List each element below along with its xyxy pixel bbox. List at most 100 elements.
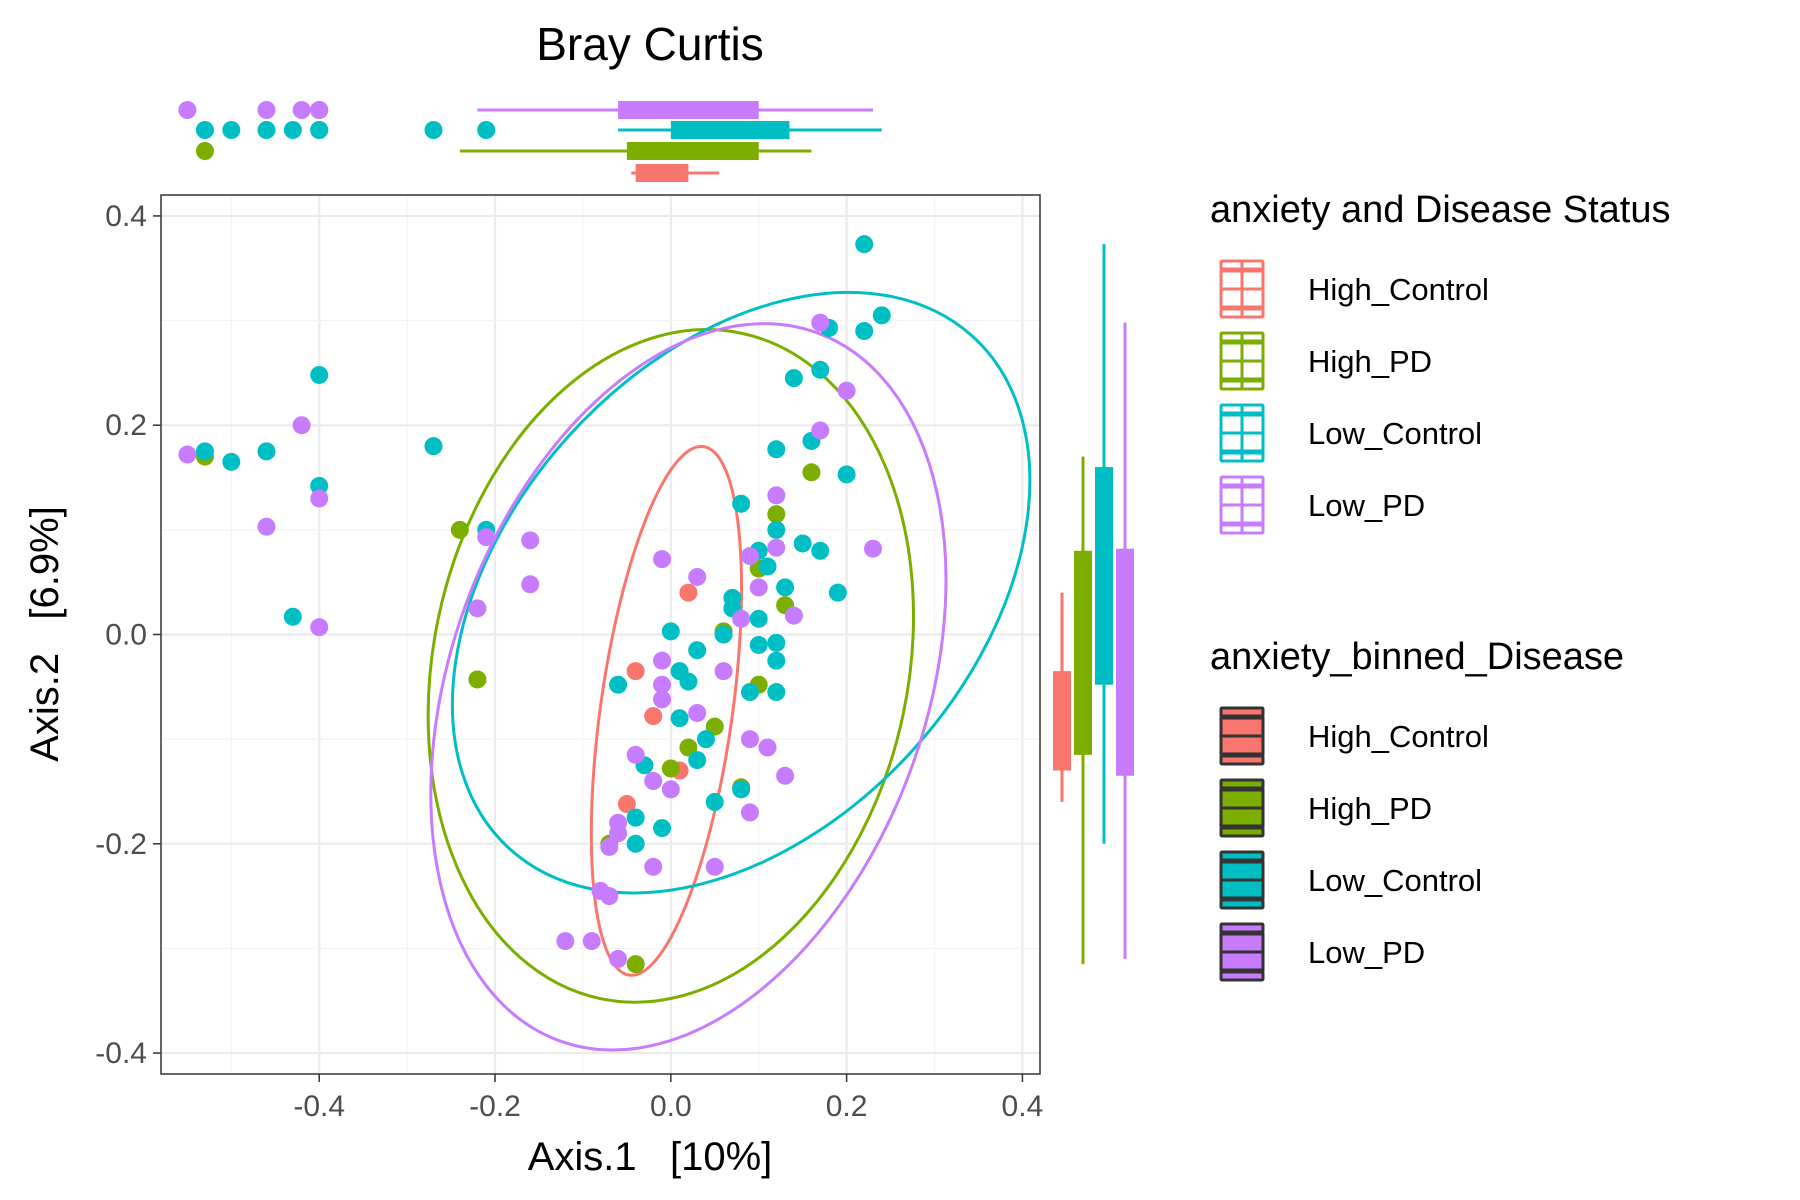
point-low-pd xyxy=(609,824,628,843)
point-low-control xyxy=(732,780,751,799)
point-high-pd xyxy=(626,955,645,974)
point-low-control xyxy=(793,534,812,553)
legend-key-cap-top xyxy=(1219,850,1265,862)
x-tick-label: -0.2 xyxy=(469,1090,521,1123)
point-low-pd xyxy=(749,578,768,597)
point-low-control xyxy=(195,442,214,461)
point-low-pd xyxy=(758,738,777,757)
right-box-high-pd xyxy=(1074,550,1092,755)
point-low-control xyxy=(811,541,830,560)
point-low-control xyxy=(626,808,645,827)
chart-title: Bray Curtis xyxy=(536,18,763,70)
y-axis: -0.4 -0.2 0.0 0.2 0.4 xyxy=(95,200,161,1070)
point-low-control xyxy=(653,819,672,838)
right-marginal-boxplots xyxy=(1053,244,1134,965)
point-low-control xyxy=(767,440,786,459)
point-high-pd xyxy=(468,670,487,689)
legend-title: anxiety_binned_Disease xyxy=(1210,636,1624,678)
y-tick-label: -0.4 xyxy=(95,1037,147,1070)
point-low-pd xyxy=(740,730,759,749)
legend-key-cap-top xyxy=(1219,259,1265,271)
confidence-ellipses xyxy=(426,290,1032,1052)
legend-key-cap-bottom xyxy=(1219,898,1265,910)
x-axis-label: Axis.1 [10%] xyxy=(528,1135,773,1179)
point-low-pd xyxy=(521,531,540,550)
point-low-pd xyxy=(556,932,575,951)
scatter-points xyxy=(178,235,891,974)
point-low-control xyxy=(784,369,803,388)
point-low-pd xyxy=(292,416,311,435)
point-low-pd xyxy=(626,745,645,764)
point-low-control xyxy=(828,583,847,602)
legend-key-cap-bottom xyxy=(1219,379,1265,391)
point-low-pd xyxy=(310,618,329,637)
point-low-control xyxy=(837,465,856,484)
point-high-pd xyxy=(450,520,469,539)
point-low-pd xyxy=(257,517,276,536)
point-low-pd xyxy=(653,675,672,694)
legend-key-high-pd xyxy=(1219,331,1265,391)
point-high-pd xyxy=(679,738,698,757)
point-low-pd xyxy=(811,313,830,332)
point-low-pd xyxy=(811,421,830,440)
point-low-pd xyxy=(705,857,724,876)
point-low-control xyxy=(696,730,715,749)
point-low-pd xyxy=(837,381,856,400)
point-low-pd xyxy=(863,539,882,558)
top-outlier-low-control xyxy=(257,121,276,139)
point-low-pd xyxy=(767,486,786,505)
x-tick-label: 0.4 xyxy=(1002,1090,1044,1123)
point-low-pd xyxy=(653,550,672,569)
point-low-pd xyxy=(653,690,672,709)
point-low-pd xyxy=(767,538,786,557)
point-low-control xyxy=(222,452,241,471)
point-high-control xyxy=(617,795,636,814)
legend-key-cap-bottom xyxy=(1219,307,1265,319)
point-high-control xyxy=(679,583,698,602)
top-box-low-pd xyxy=(618,101,759,119)
y-tick-label: -0.2 xyxy=(95,828,147,861)
ellipse-high-control xyxy=(589,444,744,977)
point-low-pd xyxy=(582,932,601,951)
point-low-control xyxy=(424,437,443,456)
point-low-control xyxy=(714,625,733,644)
legend-key-cap-top xyxy=(1219,403,1265,415)
top-box-high-pd xyxy=(626,142,759,160)
legend-key-cap-bottom xyxy=(1219,970,1265,982)
right-box-low-control xyxy=(1095,467,1113,685)
point-low-control xyxy=(767,633,786,652)
top-outlier-low-pd xyxy=(310,101,329,119)
legends: anxiety and Disease Status High_Control Hi… xyxy=(1210,189,1671,982)
legend-title: anxiety and Disease Status xyxy=(1210,189,1671,231)
point-low-control xyxy=(609,675,628,694)
point-high-pd xyxy=(767,505,786,524)
legend-label-high-pd: High_PD xyxy=(1308,344,1432,379)
legend-key-cap-top xyxy=(1219,475,1265,487)
x-tick-label: -0.4 xyxy=(293,1090,345,1123)
point-low-control xyxy=(257,442,276,461)
point-low-pd xyxy=(609,949,628,968)
point-low-control xyxy=(283,607,302,626)
point-low-control xyxy=(310,365,329,384)
point-high-pd xyxy=(661,759,680,778)
point-low-pd xyxy=(644,772,663,790)
point-low-pd xyxy=(600,837,619,856)
legend-key-cap-top xyxy=(1219,331,1265,343)
legend-key-high-control xyxy=(1219,706,1265,766)
point-low-control xyxy=(767,520,786,539)
point-low-control xyxy=(749,609,768,628)
legend-key-high-pd xyxy=(1219,778,1265,838)
point-low-control xyxy=(776,578,795,597)
legend-label-low-control: Low_Control xyxy=(1308,863,1482,898)
point-low-control xyxy=(855,322,874,341)
point-low-control xyxy=(740,683,759,702)
point-low-pd xyxy=(740,803,759,822)
legend-label-low-pd: Low_PD xyxy=(1308,488,1425,523)
legend-key-cap-bottom xyxy=(1219,451,1265,463)
point-low-pd xyxy=(644,857,663,876)
point-low-pd xyxy=(600,887,619,906)
ellipse-low-control xyxy=(450,290,1032,895)
legend-key-cap-bottom xyxy=(1219,754,1265,766)
legend-key-cap-top xyxy=(1219,922,1265,934)
